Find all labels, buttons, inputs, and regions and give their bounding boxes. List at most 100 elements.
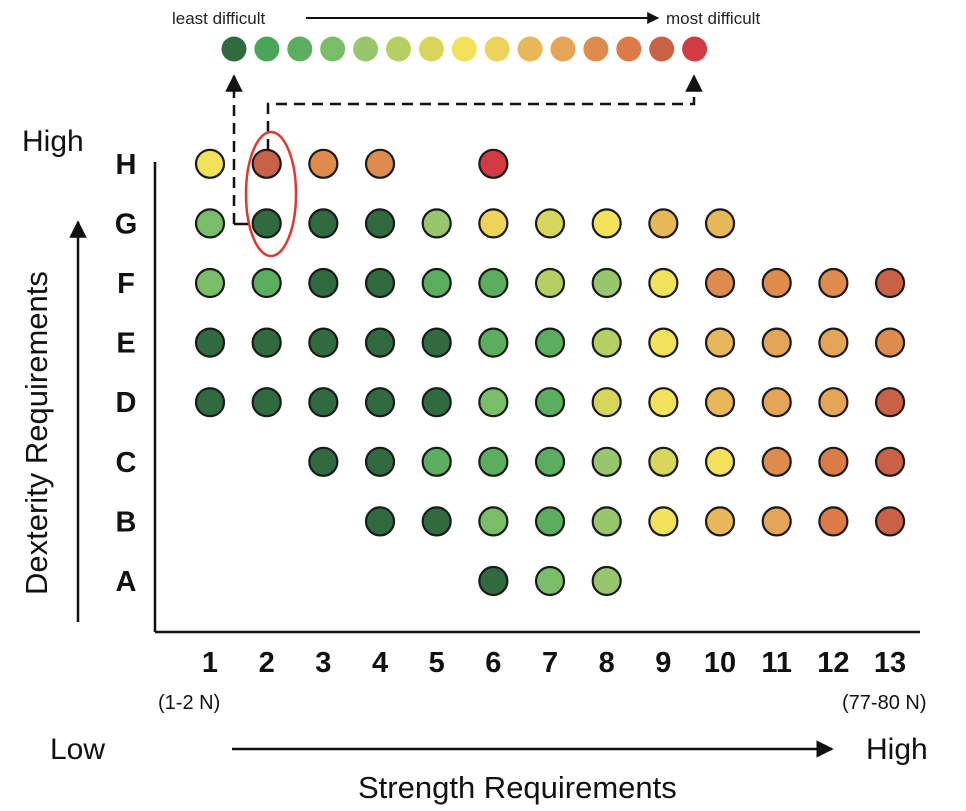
difficulty-scale-dot: [551, 37, 576, 62]
x-tick-label: 3: [315, 647, 331, 679]
data-point-b-5: [423, 507, 451, 535]
x-axis-title: Strength Requirements: [358, 770, 677, 805]
data-point-c-13: [876, 448, 904, 476]
data-point-c-3: [309, 448, 337, 476]
data-point-g-10: [706, 209, 734, 237]
data-point-e-5: [423, 329, 451, 357]
x-axis-first-unit-label: (1-2 N): [158, 692, 220, 714]
data-point-b-4: [366, 507, 394, 535]
data-point-f-1: [196, 269, 224, 297]
data-point-b-10: [706, 507, 734, 535]
difficulty-scale-dot: [353, 37, 378, 62]
difficulty-scale-dot: [222, 37, 247, 62]
difficulty-scale-dot: [386, 37, 411, 62]
most-difficult-label: most difficult: [666, 9, 760, 28]
data-point-f-10: [706, 269, 734, 297]
data-point-h-4: [366, 150, 394, 178]
data-point-d-10: [706, 388, 734, 416]
data-point-d-5: [423, 388, 451, 416]
data-point-g-2: [253, 209, 281, 237]
data-point-c-12: [819, 448, 847, 476]
difficulty-scale-dot: [682, 37, 707, 62]
data-point-g-7: [536, 209, 564, 237]
x-tick-label: 2: [259, 647, 275, 679]
data-point-f-12: [819, 269, 847, 297]
difficulty-scale-dot: [419, 37, 444, 62]
data-point-f-8: [593, 269, 621, 297]
data-point-f-5: [423, 269, 451, 297]
data-point-d-7: [536, 388, 564, 416]
data-point-f-2: [253, 269, 281, 297]
y-tick-label: B: [116, 506, 137, 538]
y-tick-label: C: [116, 447, 137, 479]
data-point-d-3: [309, 388, 337, 416]
data-point-e-7: [536, 329, 564, 357]
data-point-d-9: [649, 388, 677, 416]
y-tick-label: G: [115, 208, 138, 240]
data-point-c-4: [366, 448, 394, 476]
difficulty-scale-dot: [287, 37, 312, 62]
data-point-g-1: [196, 209, 224, 237]
data-point-e-1: [196, 329, 224, 357]
data-point-a-8: [593, 567, 621, 595]
data-point-e-6: [479, 329, 507, 357]
x-axis-low-label: Low: [50, 733, 105, 766]
data-point-a-6: [479, 567, 507, 595]
data-point-f-9: [649, 269, 677, 297]
data-point-e-12: [819, 329, 847, 357]
x-axis-last-unit-label: (77-80 N): [842, 692, 926, 714]
data-point-g-8: [593, 209, 621, 237]
least-difficult-label: least difficult: [172, 9, 266, 28]
data-point-g-3: [309, 209, 337, 237]
x-tick-label: 10: [704, 647, 736, 679]
data-point-e-9: [649, 329, 677, 357]
difficulty-scale-dot: [518, 37, 543, 62]
data-point-d-11: [763, 388, 791, 416]
difficulty-scale-dot: [452, 37, 477, 62]
data-point-d-13: [876, 388, 904, 416]
x-tick-label: 6: [485, 647, 501, 679]
data-point-h-2: [253, 150, 281, 178]
x-tick-label: 11: [761, 647, 792, 679]
y-tick-label: D: [116, 387, 137, 419]
y-tick-label: H: [116, 149, 137, 181]
data-point-c-6: [479, 448, 507, 476]
data-point-d-1: [196, 388, 224, 416]
data-point-f-3: [309, 269, 337, 297]
x-tick-label: 4: [372, 647, 388, 679]
data-point-d-12: [819, 388, 847, 416]
difficulty-scale: least difficult most difficult: [172, 9, 760, 62]
data-point-e-3: [309, 329, 337, 357]
difficulty-scale-dot: [649, 37, 674, 62]
data-point-f-6: [479, 269, 507, 297]
data-point-c-7: [536, 448, 564, 476]
data-point-b-13: [876, 507, 904, 535]
data-point-b-6: [479, 507, 507, 535]
x-tick-label: 8: [599, 647, 615, 679]
x-tick-label: 13: [874, 647, 906, 679]
data-point-f-11: [763, 269, 791, 297]
data-point-d-6: [479, 388, 507, 416]
data-point-c-8: [593, 448, 621, 476]
data-point-c-10: [706, 448, 734, 476]
data-point-f-7: [536, 269, 564, 297]
data-point-e-4: [366, 329, 394, 357]
x-axis-high-label: High: [866, 733, 928, 766]
y-axis-high-label: High: [22, 125, 84, 158]
difficulty-scale-dot: [616, 37, 641, 62]
data-point-h-1: [196, 150, 224, 178]
data-point-e-2: [253, 329, 281, 357]
x-tick-label: 9: [655, 647, 671, 679]
dashed-connector-most: [268, 76, 694, 150]
data-point-g-5: [423, 209, 451, 237]
data-point-d-8: [593, 388, 621, 416]
x-tick-label: 5: [429, 647, 445, 679]
data-point-g-9: [649, 209, 677, 237]
data-point-g-4: [366, 209, 394, 237]
data-point-c-11: [763, 448, 791, 476]
difficulty-scale-dot: [320, 37, 345, 62]
data-point-c-9: [649, 448, 677, 476]
data-point-b-8: [593, 507, 621, 535]
data-point-c-5: [423, 448, 451, 476]
